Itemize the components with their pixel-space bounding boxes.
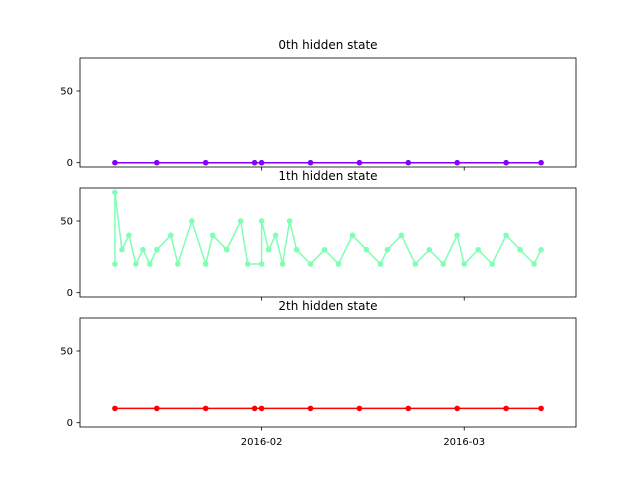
data-point: [405, 405, 412, 412]
data-point: [202, 405, 209, 412]
data-point: [538, 246, 544, 253]
subplot-0-title: 0th hidden state: [278, 38, 377, 52]
data-point: [293, 246, 300, 253]
x-tick-label: 2016-02: [241, 437, 283, 448]
data-point: [126, 232, 132, 239]
data-point: [503, 232, 509, 239]
subplot-1-marks: [112, 189, 544, 267]
data-point: [503, 405, 509, 412]
data-point: [412, 261, 419, 267]
y-tick-label: 0: [67, 418, 73, 429]
data-point: [517, 246, 523, 253]
data-point: [154, 246, 160, 253]
data-point: [154, 405, 160, 412]
data-point: [112, 261, 118, 267]
data-point: [461, 261, 468, 267]
y-tick-label: 50: [60, 346, 73, 357]
data-point: [426, 246, 433, 253]
data-point: [454, 232, 461, 239]
data-point: [258, 261, 265, 267]
data-point: [112, 189, 118, 196]
data-point: [251, 405, 258, 412]
subplot-0: 0th hidden state 0 50: [60, 38, 577, 171]
subplot-2-ticks: 0 50 2016-02 2016-03: [60, 346, 485, 448]
data-point: [112, 405, 118, 412]
data-point: [140, 246, 146, 253]
data-point: [454, 405, 461, 412]
subplot-1: 1th hidden state 0 50: [60, 169, 577, 301]
data-point: [538, 405, 544, 412]
data-point: [272, 232, 279, 239]
data-point: [405, 159, 412, 166]
data-point: [335, 261, 342, 267]
data-point: [356, 159, 363, 166]
data-point: [119, 246, 125, 253]
data-point: [307, 405, 314, 412]
data-point: [154, 159, 160, 166]
data-point: [168, 232, 174, 239]
subplot-0-marks: [112, 159, 544, 166]
data-point: [279, 261, 286, 267]
data-point: [147, 261, 153, 267]
data-point: [286, 218, 293, 224]
data-point: [307, 261, 314, 267]
data-point: [440, 261, 447, 267]
data-point: [377, 261, 384, 267]
data-point: [258, 405, 265, 412]
subplot-2: 2th hidden state 0 50 2016-02 2016-03: [60, 299, 577, 448]
y-tick-label: 0: [67, 158, 73, 169]
data-point: [244, 261, 251, 267]
data-point: [489, 261, 496, 267]
subplot-1-frame: [79, 187, 577, 298]
data-point: [531, 261, 537, 267]
y-tick-label: 50: [60, 216, 73, 227]
data-point: [258, 159, 265, 166]
data-point: [209, 232, 216, 239]
subplot-0-ticks: 0 50: [60, 86, 465, 171]
data-point: [175, 261, 181, 267]
data-point: [223, 246, 230, 253]
x-tick-label: 2016-03: [443, 437, 485, 448]
data-point: [398, 232, 405, 239]
data-point: [133, 261, 139, 267]
y-tick-label: 0: [67, 288, 73, 299]
data-point: [363, 246, 370, 253]
subplot-2-marks: [112, 405, 544, 412]
subplot-2-frame: [79, 317, 577, 428]
y-tick-label: 50: [60, 86, 73, 97]
data-point: [356, 405, 363, 412]
data-point: [265, 246, 272, 253]
subplot-0-frame: [79, 57, 577, 168]
data-point: [202, 159, 209, 166]
subplot-1-ticks: 0 50: [60, 216, 465, 301]
data-point: [112, 159, 118, 166]
data-point: [237, 218, 244, 224]
data-point: [251, 159, 258, 166]
data-point: [307, 159, 314, 166]
subplot-2-title: 2th hidden state: [278, 299, 377, 313]
data-point: [538, 159, 544, 166]
data-point: [384, 246, 391, 253]
data-point: [503, 159, 509, 166]
data-point: [202, 261, 209, 267]
data-point: [349, 232, 356, 239]
data-point: [321, 246, 328, 253]
data-point: [189, 218, 195, 224]
data-point: [454, 159, 461, 166]
data-point: [475, 246, 482, 253]
data-point: [258, 218, 265, 224]
subplot-1-title: 1th hidden state: [278, 169, 377, 183]
